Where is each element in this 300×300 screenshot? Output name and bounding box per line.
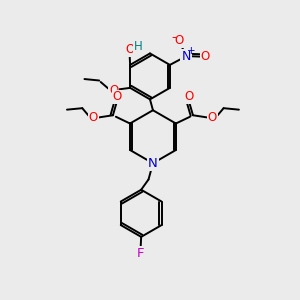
Text: +: + [187, 46, 195, 56]
Text: O: O [174, 34, 183, 47]
Text: H: H [134, 40, 142, 52]
Text: N: N [148, 157, 158, 170]
Text: O: O [208, 111, 217, 124]
Text: O: O [201, 50, 210, 63]
Text: -: - [171, 31, 176, 44]
Text: O: O [125, 43, 134, 56]
Text: O: O [184, 91, 193, 103]
Text: N: N [182, 50, 191, 63]
Text: O: O [89, 111, 98, 124]
Text: O: O [109, 84, 119, 97]
Text: F: F [137, 248, 144, 260]
Text: O: O [113, 91, 122, 103]
